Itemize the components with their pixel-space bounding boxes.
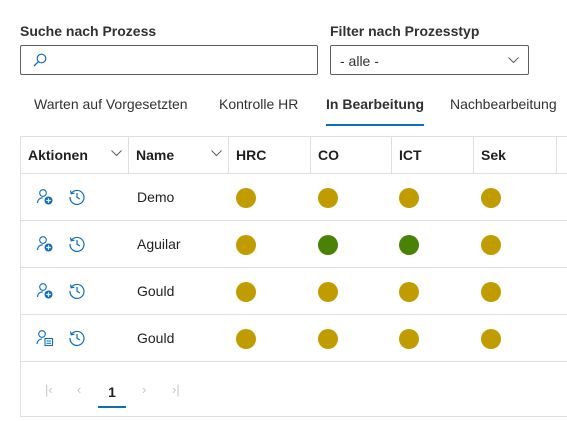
table-row: Gould bbox=[21, 315, 567, 362]
co-cell bbox=[311, 315, 392, 361]
column-header-label: Sek bbox=[481, 147, 506, 163]
status-dot-green bbox=[399, 235, 419, 255]
person-add-icon[interactable] bbox=[36, 235, 54, 258]
status-dot-yellow bbox=[318, 188, 338, 208]
column-header-hrc[interactable]: HRC bbox=[229, 137, 311, 174]
actions-cell bbox=[21, 221, 129, 267]
column-header-filler bbox=[557, 137, 567, 174]
first-page-icon[interactable]: |‹ bbox=[45, 382, 53, 397]
tab-in-bearbeitung[interactable]: In Bearbeitung bbox=[326, 90, 425, 126]
status-dot-yellow bbox=[236, 329, 256, 349]
column-header-label: Aktionen bbox=[28, 147, 88, 163]
search-label: Suche nach Prozess bbox=[20, 23, 157, 39]
dropdown-value: - alle - bbox=[340, 53, 379, 69]
ict-cell bbox=[392, 315, 474, 361]
status-dot-yellow bbox=[236, 235, 256, 255]
search-icon bbox=[33, 53, 47, 67]
process-grid: Aktionen Name HRC CO ICT Sek Demo Aguilar… bbox=[20, 136, 567, 417]
column-header-co[interactable]: CO bbox=[311, 137, 392, 174]
page-number[interactable]: 1 bbox=[98, 379, 126, 408]
actions-cell bbox=[21, 174, 129, 220]
status-dot-yellow bbox=[236, 282, 256, 302]
pagination: |‹ ‹ 1 › ›| bbox=[21, 367, 567, 417]
last-page-icon[interactable]: ›| bbox=[172, 382, 180, 397]
history-icon[interactable] bbox=[68, 188, 86, 211]
column-header-aktionen[interactable]: Aktionen bbox=[21, 137, 129, 174]
ict-cell bbox=[392, 174, 474, 220]
chevron-down-icon bbox=[508, 57, 519, 64]
table-row: Aguilar bbox=[21, 221, 567, 268]
status-dot-green bbox=[318, 235, 338, 255]
tab-kontrolle-hr[interactable]: Kontrolle HR bbox=[219, 96, 299, 112]
tab-bar: Warten auf Vorgesetzten Kontrolle HR In … bbox=[20, 90, 567, 126]
history-icon[interactable] bbox=[68, 329, 86, 352]
person-form-icon[interactable] bbox=[36, 329, 54, 352]
name-text: Gould bbox=[137, 283, 175, 299]
hrc-cell bbox=[229, 174, 311, 220]
status-dot-yellow bbox=[399, 329, 419, 349]
person-add-icon[interactable] bbox=[36, 188, 54, 211]
name-text: Gould bbox=[137, 330, 175, 346]
name-text: Aguilar bbox=[137, 236, 181, 252]
column-header-ict[interactable]: ICT bbox=[392, 137, 474, 174]
history-icon[interactable] bbox=[68, 282, 86, 305]
previous-page-icon[interactable]: ‹ bbox=[77, 382, 82, 397]
sek-cell bbox=[474, 221, 557, 267]
tab-warten-auf-vorgesetzten[interactable]: Warten auf Vorgesetzten bbox=[34, 96, 188, 112]
name-cell: Aguilar bbox=[129, 221, 229, 267]
column-header-sek[interactable]: Sek bbox=[474, 137, 557, 174]
name-cell: Demo bbox=[129, 174, 229, 220]
tab-nachbearbeitung[interactable]: Nachbearbeitung bbox=[450, 96, 557, 112]
status-dot-yellow bbox=[481, 329, 501, 349]
ict-cell bbox=[392, 268, 474, 314]
table-row: Demo bbox=[21, 174, 567, 221]
column-header-label: Name bbox=[136, 147, 175, 163]
table-row: Gould bbox=[21, 268, 567, 315]
hrc-cell bbox=[229, 315, 311, 361]
co-cell bbox=[311, 268, 392, 314]
history-icon[interactable] bbox=[68, 235, 86, 258]
status-dot-yellow bbox=[318, 329, 338, 349]
chevron-down-icon[interactable] bbox=[211, 150, 222, 157]
name-cell: Gould bbox=[129, 268, 229, 314]
status-dot-yellow bbox=[481, 188, 501, 208]
person-add-icon[interactable] bbox=[36, 282, 54, 305]
column-header-label: CO bbox=[318, 147, 339, 163]
column-header-label: HRC bbox=[236, 147, 267, 163]
status-dot-yellow bbox=[399, 188, 419, 208]
status-dot-yellow bbox=[399, 282, 419, 302]
sek-cell bbox=[474, 315, 557, 361]
status-dot-yellow bbox=[481, 282, 501, 302]
hrc-cell bbox=[229, 221, 311, 267]
co-cell bbox=[311, 221, 392, 267]
ict-cell bbox=[392, 221, 474, 267]
search-input[interactable] bbox=[57, 48, 311, 74]
process-type-dropdown[interactable]: - alle - bbox=[330, 45, 529, 75]
status-dot-yellow bbox=[318, 282, 338, 302]
sek-cell bbox=[474, 268, 557, 314]
chevron-down-icon[interactable] bbox=[111, 150, 122, 157]
column-header-label: ICT bbox=[399, 147, 422, 163]
status-dot-yellow bbox=[481, 235, 501, 255]
status-dot-yellow bbox=[236, 188, 256, 208]
name-cell: Gould bbox=[129, 315, 229, 361]
hrc-cell bbox=[229, 268, 311, 314]
filter-label: Filter nach Prozesstyp bbox=[330, 23, 480, 39]
next-page-icon[interactable]: › bbox=[142, 382, 147, 397]
actions-cell bbox=[21, 268, 129, 314]
actions-cell bbox=[21, 315, 129, 361]
search-field[interactable] bbox=[20, 45, 318, 75]
name-text: Demo bbox=[137, 189, 175, 205]
sek-cell bbox=[474, 174, 557, 220]
column-header-name[interactable]: Name bbox=[129, 137, 229, 174]
co-cell bbox=[311, 174, 392, 220]
